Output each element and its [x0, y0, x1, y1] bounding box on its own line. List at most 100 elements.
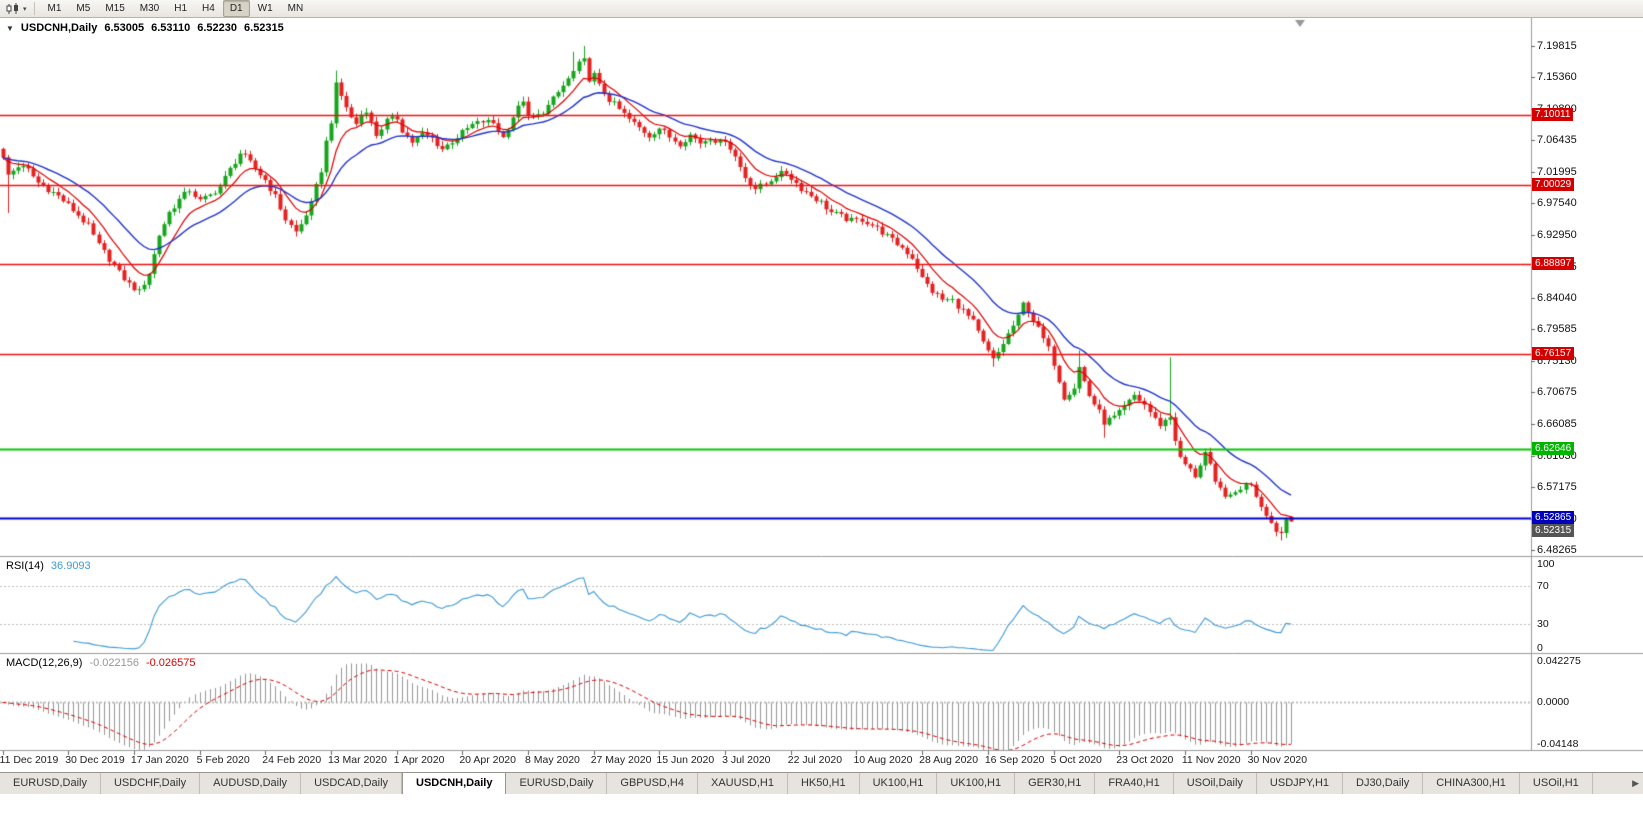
date-axis-label: 20 Apr 2020: [459, 754, 516, 766]
timeframe-toolbar: ▾ M1 M5 M15 M30 H1 H4 D1 W1 MN: [0, 0, 1643, 18]
macd-axis-label: -0.04148: [1537, 738, 1579, 750]
time-axis[interactable]: 11 Dec 2019 30 Dec 2019 17 Jan 2020 5 Feb 2…: [0, 750, 1531, 772]
price-axis-label: 7.06435: [1537, 134, 1577, 147]
rsi-value: 36.9093: [50, 560, 91, 572]
timeframe-buttons: M1 M5 M15 M30 H1 H4 D1 W1 MN: [41, 0, 311, 17]
current-price-tag: 6.52315: [1532, 523, 1575, 537]
one-click-trading-icon[interactable]: ▼: [6, 23, 14, 33]
timeframe-button-mn[interactable]: MN: [287, 3, 304, 14]
macd-main-value: -0.022156: [89, 657, 139, 669]
chart-tab-usdcnh-daily[interactable]: USDCNH,Daily: [402, 773, 507, 794]
date-axis-label: 1 Apr 2020: [393, 754, 445, 766]
date-axis-label: 24 Feb 2020: [262, 754, 322, 766]
price-axis-label: 7.15360: [1537, 71, 1577, 84]
date-axis-label: 11 Dec 2019: [0, 754, 59, 766]
price-axis-label: 6.70675: [1537, 386, 1577, 399]
chart-tab-gbpusd-h4[interactable]: GBPUSD,H4: [607, 773, 698, 794]
rsi-axis-label: 70: [1537, 579, 1549, 592]
chart-tab-dj30-daily[interactable]: DJ30,Daily: [1343, 773, 1424, 794]
hline-price-tag: 6.62646: [1532, 441, 1575, 455]
chart-tab-usoil-h1[interactable]: USOil,H1: [1520, 773, 1593, 794]
macd-indicator-label: MACD(12,26,9) -0.022156 -0.026575: [6, 657, 196, 669]
hline-price-tag: 7.10011: [1532, 108, 1574, 122]
rsi-axis-label: 0: [1537, 642, 1543, 654]
chart-overlay: ▼ USDCNH,Daily 6.53005 6.53110 6.52230 6…: [0, 18, 1643, 772]
date-axis-label: 22 Jul 2020: [787, 754, 843, 766]
timeframe-button-m30[interactable]: M30: [139, 3, 160, 14]
timeframe-button-h4[interactable]: H4: [202, 3, 215, 14]
date-axis-label: 17 Jan 2020: [130, 754, 189, 766]
date-axis-label: 23 Oct 2020: [1116, 754, 1174, 766]
rsi-axis-label: 30: [1537, 618, 1549, 631]
chart-tab-usdchf-daily[interactable]: USDCHF,Daily: [101, 773, 201, 794]
tab-scroll-right-icon[interactable]: ▶: [1632, 778, 1639, 788]
ohlc-low: 6.52230: [197, 22, 238, 34]
ohlc-open: 6.53005: [104, 22, 145, 34]
date-axis-label: 30 Nov 2020: [1247, 754, 1308, 766]
macd-axis-label: 0.042275: [1537, 655, 1581, 667]
price-axis[interactable]: 7.198157.153607.108907.064357.019956.975…: [1531, 18, 1643, 772]
chart-tab-usoil-daily[interactable]: USOil,Daily: [1174, 773, 1257, 794]
date-axis-label: 11 Nov 2020: [1181, 754, 1241, 766]
chart-ohlc-header: ▼ USDCNH,Daily 6.53005 6.53110 6.52230 6…: [6, 22, 284, 34]
rsi-axis-label: 100: [1537, 558, 1555, 570]
candlestick-glyph: [6, 2, 18, 14]
chart-tab-eurusd-daily[interactable]: EURUSD,Daily: [506, 773, 608, 794]
ohlc-close: 6.52315: [244, 22, 284, 34]
timeframe-button-d1[interactable]: D1: [222, 0, 250, 17]
toolbar-separator: [33, 2, 35, 15]
chart-tab-usdcad-daily[interactable]: USDCAD,Daily: [301, 773, 403, 794]
price-axis-label: 6.79585: [1537, 323, 1577, 336]
rsi-name: RSI(14): [6, 560, 44, 572]
date-axis-label: 10 Aug 2020: [853, 754, 913, 766]
hline-price-tag: 6.52865: [1532, 510, 1575, 524]
chart-tab-audusd-daily[interactable]: AUDUSD,Daily: [200, 773, 302, 794]
date-axis-label: 27 May 2020: [590, 754, 652, 766]
timeframe-button-w1[interactable]: W1: [257, 3, 273, 14]
chart-area: ▼ USDCNH,Daily 6.53005 6.53110 6.52230 6…: [0, 18, 1643, 772]
macd-signal-value: -0.026575: [145, 657, 196, 669]
price-axis-label: 7.01995: [1537, 165, 1577, 178]
price-chart-canvas[interactable]: [0, 18, 1643, 772]
chart-tab-china300-h1[interactable]: CHINA300,H1: [1423, 773, 1520, 794]
date-axis-label: 5 Oct 2020: [1050, 754, 1102, 766]
date-axis-label: 13 Mar 2020: [327, 754, 387, 766]
hline-price-tag: 7.00029: [1532, 178, 1575, 192]
date-axis-label: 5 Feb 2020: [196, 754, 250, 766]
chart-symbol-label: USDCNH,Daily: [20, 22, 98, 34]
chart-tab-xauusd-h1[interactable]: XAUUSD,H1: [698, 773, 788, 794]
chart-tab-fra40-h1[interactable]: FRA40,H1: [1095, 773, 1174, 794]
ohlc-high: 6.53110: [151, 22, 191, 34]
timeframe-button-m15[interactable]: M15: [105, 3, 125, 14]
rsi-indicator-label: RSI(14) 36.9093: [6, 560, 91, 572]
chart-tab-hk50-h1[interactable]: HK50,H1: [788, 773, 860, 794]
chart-tab-usdjpy-h1[interactable]: USDJPY,H1: [1257, 773, 1344, 794]
chart-tab-bar: EURUSD,Daily USDCHF,Daily AUDUSD,Daily USDC…: [0, 772, 1643, 794]
hline-price-tag: 6.76157: [1532, 346, 1575, 360]
date-axis-label: 30 Dec 2019: [65, 754, 125, 766]
price-axis-label: 6.97540: [1537, 196, 1577, 209]
timeframe-button-m5[interactable]: M5: [76, 3, 91, 14]
price-axis-label: 6.92950: [1537, 229, 1577, 242]
hline-price-tag: 6.88897: [1532, 256, 1575, 270]
date-axis-label: 15 Jun 2020: [656, 754, 715, 766]
timeframe-button-m1[interactable]: M1: [47, 3, 62, 14]
chart-tab-uk100-h1[interactable]: UK100,H1: [937, 773, 1016, 794]
price-axis-label: 6.57175: [1537, 481, 1577, 494]
chart-dropdown-arrow-icon[interactable]: ▾: [23, 5, 27, 13]
macd-axis-label: 0.0000: [1537, 696, 1570, 709]
date-axis-label: 28 Aug 2020: [919, 754, 979, 766]
date-axis-label: 16 Sep 2020: [984, 754, 1045, 766]
macd-name: MACD(12,26,9): [6, 657, 83, 669]
date-axis-label: 8 May 2020: [525, 754, 580, 766]
candlestick-chart-icon[interactable]: [4, 2, 22, 15]
price-axis-label: 6.48265: [1537, 543, 1577, 556]
price-axis-label: 7.19815: [1537, 39, 1577, 52]
chart-tabs: EURUSD,Daily USDCHF,Daily AUDUSD,Daily USDC…: [0, 773, 1593, 794]
chart-tab-uk100-h1[interactable]: UK100,H1: [860, 773, 938, 794]
date-axis-label: 3 Jul 2020: [722, 754, 771, 766]
price-axis-label: 6.84040: [1537, 291, 1577, 304]
timeframe-button-h1[interactable]: H1: [174, 3, 188, 14]
chart-tab-eurusd-daily[interactable]: EURUSD,Daily: [0, 773, 101, 794]
chart-tab-ger30-h1[interactable]: GER30,H1: [1015, 773, 1096, 794]
